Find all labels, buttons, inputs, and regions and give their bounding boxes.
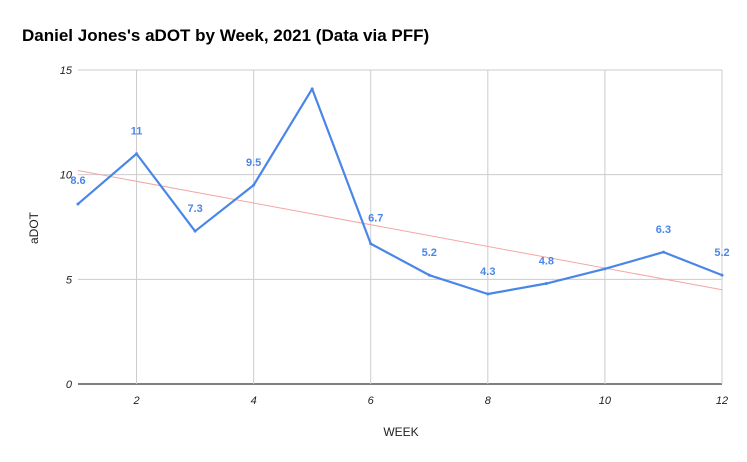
- series-line: [77, 87, 723, 296]
- data-point: [661, 250, 665, 254]
- data-point: [603, 267, 607, 271]
- data-label: 6.3: [656, 224, 671, 236]
- data-point: [310, 87, 314, 91]
- data-point: [369, 242, 373, 246]
- chart-title: Daniel Jones's aDOT by Week, 2021 (Data …: [22, 26, 429, 45]
- plot-marks: 8.6 11 7.3 9.5 6.7 5.2 4.3 4.8 6.3 5.2: [70, 87, 730, 296]
- data-label: 4.8: [539, 256, 554, 268]
- trendline: [77, 169, 723, 291]
- gridlines: [78, 69, 723, 385]
- data-label: 5.2: [422, 247, 437, 259]
- data-label: 4.3: [480, 266, 495, 278]
- data-label: 8.6: [70, 175, 85, 187]
- y-tick-label: 10: [60, 170, 73, 182]
- data-point: [720, 273, 724, 277]
- x-tick-label: 2: [132, 395, 139, 407]
- x-tick-label: 10: [599, 395, 612, 407]
- data-point: [427, 273, 431, 277]
- data-point: [193, 229, 197, 233]
- x-axis-label: WEEK: [383, 425, 418, 439]
- data-label: 11: [131, 126, 143, 138]
- data-point: [486, 292, 490, 296]
- data-label: 6.7: [368, 213, 383, 225]
- data-point: [544, 282, 548, 286]
- x-tick-label: 8: [485, 395, 492, 407]
- y-tick-label: 5: [66, 274, 73, 286]
- data-point: [135, 152, 139, 156]
- y-tick-label: 0: [66, 379, 73, 391]
- data-label: 9.5: [246, 157, 261, 169]
- tick-labels: 0 5 10 15 2 4 6 8 10 12: [60, 65, 728, 407]
- data-label: 7.3: [187, 203, 202, 215]
- y-tick-label: 15: [60, 65, 73, 77]
- y-axis-label: aDOT: [27, 211, 41, 244]
- x-tick-label: 12: [716, 395, 728, 407]
- x-tick-label: 6: [368, 395, 375, 407]
- data-label: 5.2: [714, 247, 729, 259]
- data-point: [76, 202, 80, 206]
- data-point: [252, 183, 256, 187]
- x-tick-label: 4: [251, 395, 257, 407]
